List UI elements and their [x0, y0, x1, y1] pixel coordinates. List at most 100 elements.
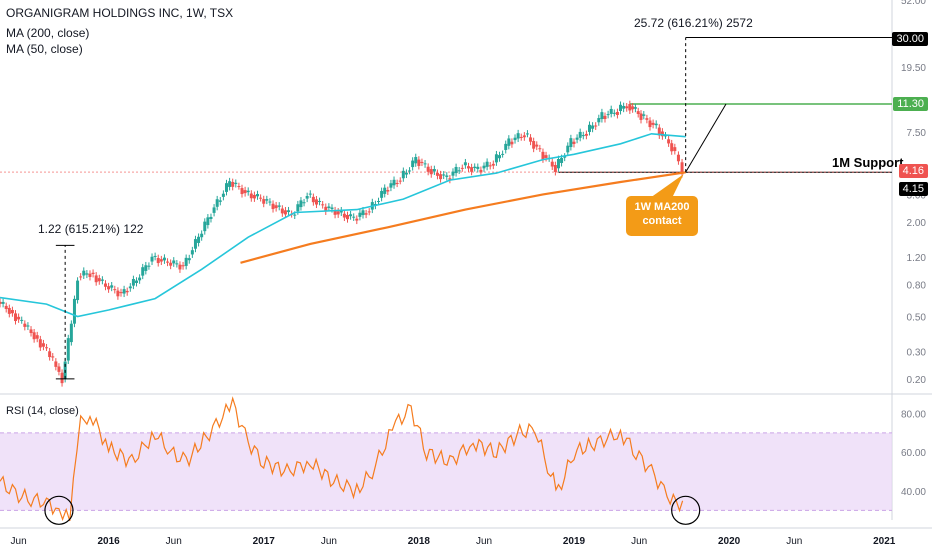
candle-body — [23, 323, 27, 327]
candle-body — [501, 153, 505, 155]
time-tick-label: Jun — [166, 536, 182, 547]
candle-body — [20, 319, 24, 321]
candle-body — [566, 145, 570, 153]
candle-body — [88, 273, 92, 277]
candle-body — [631, 106, 635, 110]
callout-line1: 1W MA200 — [634, 201, 690, 213]
candle-body — [327, 206, 331, 208]
candle-body — [572, 141, 576, 144]
candle-body — [358, 212, 362, 217]
candle-body — [35, 335, 39, 339]
candle-body — [125, 290, 129, 293]
time-tick-label: Jun — [321, 536, 337, 547]
candle-body — [479, 169, 483, 173]
candle-body — [454, 166, 458, 174]
candle-body — [460, 167, 464, 169]
candle-body — [110, 285, 114, 288]
candle-body — [172, 260, 176, 264]
candle-body — [581, 135, 585, 137]
candle-body — [532, 141, 536, 149]
candle-body — [426, 166, 430, 172]
candle-body — [498, 155, 502, 159]
support-label: 1M Support — [832, 155, 904, 170]
candle-body — [355, 218, 359, 221]
candle-body — [429, 169, 433, 175]
candle-body — [308, 193, 312, 195]
last-price-tag: 4.16 — [898, 164, 928, 178]
ma200-contact-callout: 1W MA200 contact — [626, 196, 698, 236]
candle-body — [135, 280, 139, 283]
candle-body — [352, 216, 356, 218]
candle-body — [612, 112, 616, 114]
candle-body — [544, 155, 548, 158]
legend-ma200: MA (200, close) — [6, 26, 90, 40]
candle-body — [141, 267, 145, 276]
candle-body — [144, 265, 148, 271]
candle-body — [69, 323, 73, 343]
candle-body — [14, 313, 18, 322]
candle-body — [380, 190, 384, 198]
candle-body — [680, 162, 684, 175]
rsi-band — [0, 432, 892, 511]
candle-body — [432, 169, 436, 172]
candle-body — [600, 112, 604, 120]
ma50-line — [0, 132, 686, 318]
candle-body — [535, 144, 539, 147]
candle-body — [667, 139, 671, 144]
candle-body — [283, 210, 287, 215]
candle-body — [550, 161, 554, 167]
left-measure-label: 1.22 (615.21%) 122 — [38, 222, 144, 236]
candle-body — [660, 131, 664, 137]
candle-body — [206, 217, 210, 226]
candle-body — [122, 289, 126, 294]
candle-body — [76, 280, 80, 301]
candle-body — [470, 167, 474, 172]
candle-body — [10, 309, 14, 314]
candle-body — [72, 298, 76, 324]
time-tick-label: 2017 — [253, 536, 276, 547]
time-tick-label: Jun — [476, 536, 492, 547]
candle-body — [377, 201, 381, 203]
rsi-tick-label: 40.00 — [901, 487, 926, 498]
resistance-price-tag: 11.30 — [893, 97, 928, 111]
candle-body — [569, 138, 573, 148]
candle-body — [587, 124, 591, 132]
candle-body — [575, 137, 579, 140]
candle-body — [628, 104, 632, 111]
candle-body — [277, 205, 281, 207]
candle-body — [169, 262, 173, 266]
candle-body — [159, 259, 163, 262]
price-tick-label: 19.50 — [901, 63, 926, 74]
candle-body — [336, 211, 340, 215]
candle-body — [606, 114, 610, 116]
candle-body — [153, 255, 157, 257]
candle-body — [594, 125, 598, 127]
candle-body — [243, 190, 247, 194]
candle-body — [333, 210, 337, 215]
candle-body — [648, 120, 652, 128]
candle-body — [181, 265, 185, 267]
candle-body — [633, 107, 637, 109]
candle-body — [262, 199, 266, 204]
candle-body — [193, 239, 197, 249]
candle-body — [29, 329, 33, 334]
candle-body — [85, 273, 89, 275]
legend-ma50: MA (50, close) — [6, 42, 83, 56]
candle-body — [268, 201, 272, 203]
candle-body — [473, 166, 477, 169]
candle-body — [538, 148, 542, 150]
candle-body — [100, 279, 104, 281]
rsi-legend: RSI (14, close) — [6, 405, 79, 417]
candle-body — [642, 114, 646, 116]
rsi-oversold-circle — [44, 495, 74, 525]
candle-body — [221, 193, 225, 197]
candle-body — [330, 207, 334, 210]
candle-body — [175, 263, 179, 265]
candle-body — [265, 199, 269, 201]
candle-body — [107, 286, 111, 290]
candle-body — [485, 161, 489, 167]
candle-body — [190, 250, 194, 255]
candle-body — [212, 207, 216, 213]
candle-body — [299, 200, 303, 208]
